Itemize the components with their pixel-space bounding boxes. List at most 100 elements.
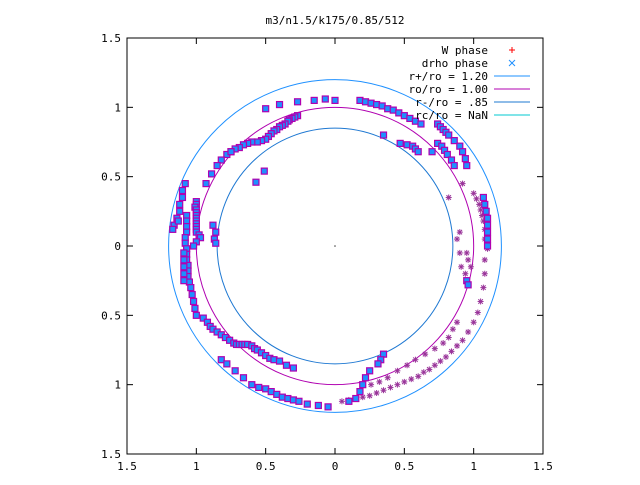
star-point	[368, 381, 375, 388]
square-point	[176, 200, 184, 208]
square-point	[212, 239, 220, 247]
square-point	[188, 290, 196, 299]
star-point	[404, 362, 411, 369]
square-point	[282, 361, 291, 369]
star-point	[394, 381, 401, 388]
star-point	[448, 348, 455, 355]
square-point	[482, 207, 490, 215]
star-point	[480, 284, 487, 291]
x-tick-label: 1	[470, 460, 477, 473]
star-point	[458, 263, 465, 270]
square-point	[180, 263, 188, 271]
chart-title: m3/n1.5/k175/0.85/512	[265, 14, 404, 27]
square-point	[213, 161, 221, 170]
square-point	[314, 401, 322, 410]
star-point	[456, 249, 463, 256]
square-point	[180, 256, 188, 264]
square-point	[239, 374, 248, 382]
star-point	[440, 340, 447, 347]
legend-label: r+/ro = 1.20	[409, 70, 488, 83]
square-point	[361, 374, 370, 382]
square-point	[199, 314, 207, 322]
star-point	[401, 378, 408, 385]
star-point	[380, 387, 387, 394]
square-point	[450, 161, 458, 170]
data-points	[169, 95, 492, 411]
square-point	[252, 178, 260, 186]
square-point	[227, 148, 235, 156]
legend-label: r-/ro = .85	[415, 96, 488, 109]
square-point	[223, 360, 231, 368]
y-tick-label: 1	[114, 101, 121, 114]
legend-plus-marker	[509, 47, 515, 53]
star-point	[473, 195, 480, 202]
square-point	[483, 214, 492, 222]
square-point	[202, 180, 210, 188]
square-point	[464, 281, 472, 289]
star-point	[467, 263, 474, 270]
square-point	[293, 98, 302, 106]
star-point	[463, 249, 470, 256]
star-point	[454, 342, 461, 349]
star-point	[456, 229, 463, 236]
square-point	[374, 360, 382, 368]
square-point	[180, 277, 188, 285]
square-point	[187, 284, 195, 292]
square-point	[396, 139, 404, 147]
square-point	[481, 200, 489, 208]
square-point	[189, 242, 198, 250]
square-point	[180, 270, 188, 278]
axis-ticks: 1.5 1 0.5 0 0.5 1 1.51.510.500.511.5	[101, 32, 553, 473]
star-point	[422, 351, 429, 358]
square-point	[379, 131, 388, 139]
square-point	[479, 193, 487, 202]
star-point	[366, 392, 373, 399]
square-point	[345, 397, 353, 405]
star-point	[454, 236, 461, 243]
x-tick-label: 0.5	[394, 460, 414, 473]
square-point	[231, 367, 239, 375]
square-point	[178, 193, 187, 202]
star-point	[474, 309, 481, 316]
origin-dot	[334, 245, 336, 247]
y-tick-label: 0.5	[101, 309, 121, 322]
square-point	[366, 367, 374, 375]
star-point	[476, 201, 483, 208]
star-point	[437, 358, 444, 365]
square-point	[356, 388, 364, 396]
square-point	[196, 234, 205, 242]
y-tick-label: 1.5	[101, 448, 121, 461]
x-tick-label: 0.5	[256, 460, 276, 473]
square-point	[463, 161, 471, 170]
square-point	[295, 397, 303, 405]
square-point	[176, 207, 184, 215]
square-point	[303, 400, 311, 408]
star-point	[481, 256, 488, 263]
star-point	[387, 384, 394, 391]
square-point	[450, 137, 458, 145]
square-point	[189, 297, 198, 306]
square-point	[275, 357, 284, 365]
star-point	[420, 369, 427, 376]
star-point	[470, 319, 477, 326]
y-tick-label: 0	[114, 240, 121, 253]
square-point	[483, 228, 492, 236]
circle-r-plus	[168, 79, 502, 413]
star-point	[465, 328, 472, 335]
square-point	[331, 96, 339, 105]
star-point	[373, 389, 380, 396]
star-point	[481, 270, 488, 277]
star-point	[426, 366, 433, 373]
star-point	[477, 298, 484, 305]
star-point	[459, 180, 466, 187]
square-point	[483, 242, 492, 250]
y-tick-label: 1.5	[101, 32, 121, 45]
square-point	[181, 180, 189, 188]
star-point	[442, 353, 449, 360]
star-point	[412, 356, 419, 363]
square-point	[445, 131, 453, 139]
square-point	[428, 148, 436, 156]
square-point	[217, 156, 225, 164]
y-tick-label: 1	[114, 379, 121, 392]
